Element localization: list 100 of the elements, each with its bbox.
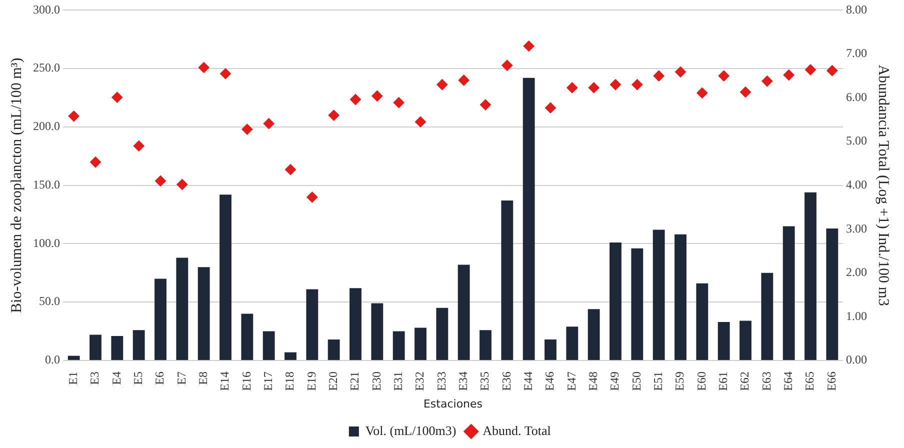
x-tick-label: E5 <box>130 371 145 385</box>
x-tick-label: E1 <box>66 371 80 385</box>
x-tick-label: E33 <box>434 371 448 391</box>
y-tick-label: 100.0 <box>33 236 60 250</box>
bar <box>782 226 795 360</box>
point <box>653 70 664 82</box>
bar <box>262 331 275 360</box>
point <box>372 90 383 102</box>
point <box>176 178 188 190</box>
y-tick-label: 50.0 <box>39 294 60 308</box>
bar <box>566 326 578 360</box>
x-axis-title: Estaciones <box>423 397 483 410</box>
point <box>805 64 816 76</box>
bar <box>761 272 774 360</box>
bar <box>826 228 838 360</box>
x-tick-label: E35 <box>478 371 492 391</box>
x-tick-label: E36 <box>499 371 514 391</box>
bar <box>176 258 188 360</box>
bar <box>371 303 384 360</box>
x-tick-label: E61 <box>716 371 730 391</box>
y2-tick-label: 0.00 <box>846 352 867 367</box>
point <box>242 124 253 135</box>
bar <box>652 230 665 360</box>
x-tick-label: E51 <box>650 371 665 391</box>
x-tick-label: E64 <box>780 371 795 391</box>
point <box>588 82 600 94</box>
bar <box>414 328 426 360</box>
point <box>415 116 426 128</box>
point <box>610 79 621 90</box>
point <box>112 92 123 103</box>
x-tick-label: E65 <box>802 371 817 391</box>
bar <box>154 278 166 360</box>
bar <box>306 289 318 360</box>
x-tick-label: E62 <box>738 371 752 391</box>
y2-tick-label: 7.00 <box>846 46 867 60</box>
x-tick-label: E50 <box>629 371 644 391</box>
y2-tick-label: 4.00 <box>846 177 867 192</box>
x-tick-label: E16 <box>239 371 254 391</box>
point <box>133 140 144 152</box>
point <box>198 62 210 74</box>
point <box>480 99 491 110</box>
bar <box>631 248 644 360</box>
x-tick-label: E21 <box>348 371 362 391</box>
x-tick-label: E14 <box>218 371 232 391</box>
point <box>393 97 404 108</box>
x-tick-label: E6 <box>152 371 167 385</box>
point <box>566 82 578 94</box>
x-tick-label: E59 <box>672 371 687 391</box>
x-tick-label: E8 <box>196 371 210 385</box>
x-tick-label: E47 <box>564 371 578 391</box>
point <box>783 70 794 80</box>
point <box>502 60 513 71</box>
x-tick-label: E7 <box>174 371 188 385</box>
point <box>263 118 274 130</box>
point <box>68 110 80 122</box>
x-tick-label: E63 <box>759 371 774 391</box>
x-tick-label: E4 <box>109 371 124 385</box>
point <box>632 79 643 90</box>
bar <box>610 242 622 360</box>
bar <box>480 330 492 360</box>
bar <box>241 314 254 360</box>
point <box>718 70 730 82</box>
bar <box>392 331 405 360</box>
x-tick-label: E34 <box>456 371 470 391</box>
bar <box>198 267 210 360</box>
point <box>523 40 534 52</box>
point <box>155 175 166 186</box>
bar <box>458 264 470 360</box>
y2-tick-label: 2.00 <box>846 265 867 280</box>
y2-tick-label: 1.00 <box>846 308 867 323</box>
point <box>696 87 708 98</box>
bar <box>328 339 340 360</box>
y2-tick-label: 6.00 <box>846 90 867 104</box>
x-tick-label: E31 <box>390 371 405 391</box>
x-tick-label: E44 <box>520 371 535 391</box>
y2-axis-title: Abundancia Total (Log +1) Ind./100 m3 <box>875 64 892 306</box>
bar <box>588 309 600 360</box>
x-tick-label: E3 <box>88 371 102 385</box>
point <box>675 66 686 78</box>
y2-tick-label: 8.00 <box>846 2 867 16</box>
y2-tick-label: 5.00 <box>846 134 867 148</box>
bar <box>436 308 448 360</box>
y2-tick-label: 3.00 <box>846 221 867 236</box>
y-tick-label: 200.0 <box>33 119 60 134</box>
point <box>436 79 448 90</box>
y-tick-label: 300.0 <box>33 2 60 16</box>
x-tick-label: E30 <box>369 371 384 391</box>
x-tick-label: E17 <box>260 371 275 391</box>
bar <box>501 200 514 360</box>
x-tick-label: E48 <box>586 371 600 391</box>
x-tick-label: E32 <box>412 371 427 391</box>
legend-label: Abund. Total <box>482 422 552 438</box>
x-tick-label: E18 <box>282 371 297 391</box>
point <box>458 74 470 86</box>
bar <box>674 234 686 360</box>
bar <box>740 320 752 360</box>
y-tick-label: 0.0 <box>45 352 60 367</box>
legend-label: Vol. (mL/100m3) <box>365 422 456 438</box>
point <box>328 110 340 121</box>
bar <box>132 330 145 360</box>
